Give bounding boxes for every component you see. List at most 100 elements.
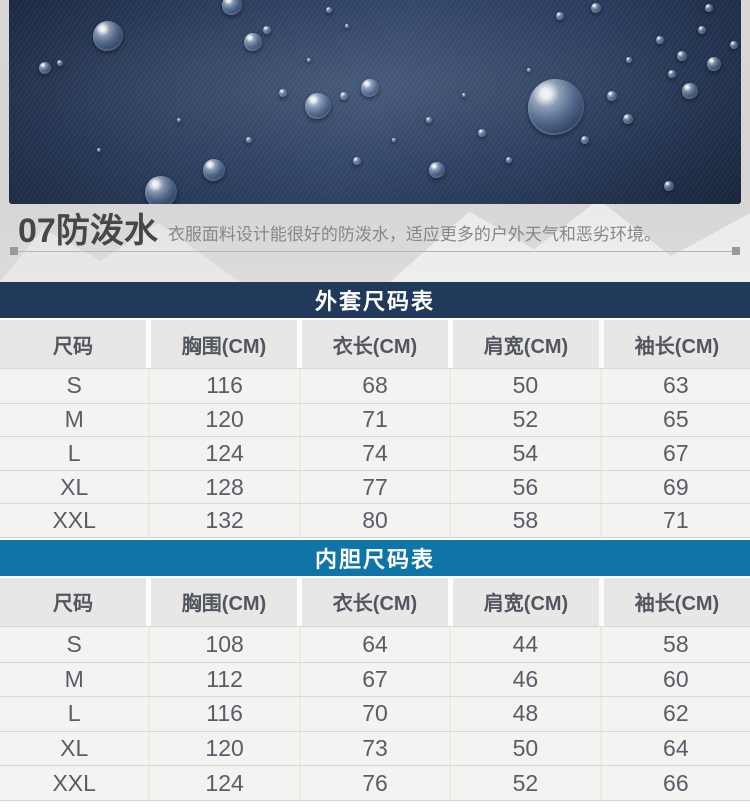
size-cell: L: [67, 700, 81, 727]
water-droplet: [623, 114, 633, 124]
table-title-banner: 外套尺码表: [0, 282, 750, 318]
size-cell: XXL: [52, 769, 96, 796]
measurement-cell: 77: [298, 470, 449, 504]
column-header: 袖长(CM): [599, 577, 750, 626]
measurement-cell: 66: [599, 766, 750, 800]
size-table-liner: 内胆尺码表 尺码 胸围(CM) 衣长(CM) 肩宽(CM) 袖长(CM) S 108 64 4…: [0, 539, 750, 801]
table-header-row: 尺码 胸围(CM) 衣长(CM) 肩宽(CM) 袖长(CM): [0, 320, 750, 368]
measurement-cell: 44: [449, 626, 599, 662]
measurement-cell: 64: [298, 626, 449, 662]
water-droplet: [682, 83, 698, 99]
measurement-cell: 116: [148, 697, 298, 731]
size-cell: L: [67, 439, 81, 466]
table-row: XXL 132 80 58 71: [0, 503, 750, 537]
water-droplet: [305, 93, 331, 119]
water-droplet: [528, 79, 584, 135]
size-cell: XL: [60, 735, 89, 762]
table-row: L 116 70 48 62: [0, 696, 750, 731]
measurement-cell: 52: [449, 766, 599, 800]
feature-index-title: 07防泼水: [18, 212, 158, 250]
table-row: M 112 67 46 60: [0, 661, 750, 697]
water-droplet: [57, 60, 63, 66]
table-row: XL 128 77 56 69: [0, 469, 750, 504]
water-droplet: [707, 57, 721, 71]
column-header: 胸围(CM): [146, 320, 297, 368]
water-droplet: [326, 7, 332, 13]
column-header: 衣长(CM): [297, 320, 448, 368]
water-droplet: [730, 41, 738, 49]
measurement-cell: 108: [148, 626, 298, 662]
water-droplet: [656, 36, 664, 44]
measurement-cell: 63: [599, 369, 750, 403]
water-droplet: [244, 33, 262, 51]
table-row: M 120 71 52 65: [0, 402, 750, 437]
table-row: L 124 74 54 67: [0, 436, 750, 470]
table-header-row: 尺码 胸围(CM) 衣长(CM) 肩宽(CM) 袖长(CM): [0, 577, 750, 626]
measurement-cell: 64: [599, 731, 750, 766]
measurement-cell: 58: [449, 504, 599, 537]
feature-description: 衣服面料设计能很好的防泼水，适应更多的户外天气和恶劣环境。: [167, 224, 661, 244]
measurement-cell: 54: [449, 437, 599, 470]
measurement-cell: 120: [148, 731, 298, 766]
water-droplet: [392, 138, 396, 142]
feature-caption: 07防泼水 衣服面料设计能很好的防泼水，适应更多的户外天气和恶劣环境。: [18, 204, 732, 248]
water-droplet: [246, 137, 252, 143]
measurement-cell: 68: [298, 369, 449, 403]
measurement-cell: 80: [298, 504, 449, 537]
column-header: 尺码: [53, 335, 93, 358]
size-cell: XXL: [52, 507, 96, 534]
water-droplet: [591, 3, 601, 13]
measurement-cell: 71: [599, 504, 750, 537]
measurement-cell: 67: [599, 437, 750, 470]
measurement-cell: 128: [148, 470, 298, 504]
column-header: 尺码: [53, 593, 93, 616]
water-droplet: [222, 0, 242, 15]
water-droplet: [581, 136, 589, 144]
water-droplet: [698, 26, 706, 34]
measurement-cell: 50: [449, 731, 599, 766]
water-droplet: [97, 148, 101, 152]
water-droplet: [145, 176, 177, 204]
size-cell: XL: [60, 473, 89, 500]
column-header: 袖长(CM): [599, 320, 750, 368]
column-header: 肩宽(CM): [448, 320, 599, 368]
measurement-cell: 73: [298, 731, 449, 766]
water-droplet: [626, 57, 632, 63]
column-header: 胸围(CM): [146, 577, 297, 626]
measurement-cell: 46: [449, 662, 599, 697]
water-droplet: [607, 91, 617, 101]
water-droplet: [668, 70, 676, 78]
size-table-jacket: 外套尺码表 尺码 胸围(CM) 衣长(CM) 肩宽(CM) 袖长(CM) S 116 68 5…: [0, 282, 750, 538]
table-title-banner: 内胆尺码表: [0, 539, 750, 576]
measurement-cell: 124: [148, 437, 298, 470]
table-body: S 108 64 44 58 M 112 67 46 60 L 116 70 48 62 XL 120 73 50 6…: [0, 625, 750, 801]
measurement-cell: 116: [148, 369, 298, 403]
table-row: S 116 68 50 63: [0, 369, 750, 403]
measurement-cell: 70: [298, 697, 449, 731]
section-divider: [10, 247, 740, 255]
measurement-cell: 71: [298, 403, 449, 437]
measurement-cell: 50: [449, 369, 599, 403]
hero-section: 07防泼水 衣服面料设计能很好的防泼水，适应更多的户外天气和恶劣环境。: [0, 0, 750, 282]
water-droplet: [527, 68, 531, 72]
measurement-cell: 56: [449, 470, 599, 504]
measurement-cell: 60: [599, 662, 750, 697]
table-row: XL 120 73 50 64: [0, 730, 750, 766]
measurement-cell: 132: [148, 504, 298, 537]
water-droplet: [361, 79, 379, 97]
water-droplet: [478, 129, 486, 137]
measurement-cell: 120: [148, 403, 298, 437]
column-header: 衣长(CM): [297, 577, 448, 626]
water-droplet: [263, 26, 271, 34]
measurement-cell: 58: [599, 626, 750, 662]
measurement-cell: 62: [599, 697, 750, 731]
table-body: S 116 68 50 63 M 120 71 52 65 L 124 74 54 67 XL 128 77 56 6…: [0, 368, 750, 538]
hero-photo-fabric: [9, 0, 741, 204]
size-cell: S: [66, 372, 82, 399]
water-droplet: [426, 117, 432, 123]
water-droplet: [279, 89, 287, 97]
table-row: S 108 64 44 58: [0, 626, 750, 662]
water-droplet: [177, 118, 181, 122]
measurement-cell: 74: [298, 437, 449, 470]
measurement-cell: 112: [148, 662, 298, 697]
